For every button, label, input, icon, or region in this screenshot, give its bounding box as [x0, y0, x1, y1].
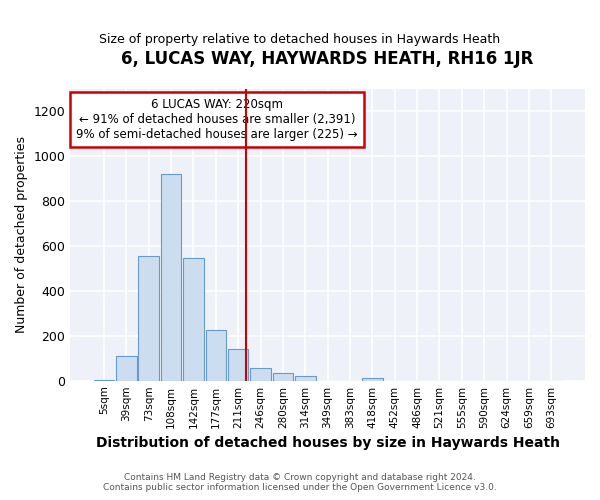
- Text: Contains HM Land Registry data © Crown copyright and database right 2024.
Contai: Contains HM Land Registry data © Crown c…: [103, 473, 497, 492]
- Bar: [295, 376, 316, 380]
- Bar: [161, 174, 181, 380]
- Text: Size of property relative to detached houses in Haywards Heath: Size of property relative to detached ho…: [100, 32, 500, 46]
- Bar: [362, 378, 383, 380]
- Bar: [206, 330, 226, 380]
- Bar: [272, 373, 293, 380]
- Bar: [250, 368, 271, 380]
- Bar: [139, 256, 159, 380]
- Text: 6 LUCAS WAY: 220sqm
← 91% of detached houses are smaller (2,391)
9% of semi-deta: 6 LUCAS WAY: 220sqm ← 91% of detached ho…: [76, 98, 358, 141]
- Title: 6, LUCAS WAY, HAYWARDS HEATH, RH16 1JR: 6, LUCAS WAY, HAYWARDS HEATH, RH16 1JR: [121, 50, 534, 68]
- Bar: [228, 350, 248, 380]
- Bar: [183, 258, 204, 380]
- X-axis label: Distribution of detached houses by size in Haywards Heath: Distribution of detached houses by size …: [95, 436, 560, 450]
- Bar: [116, 356, 137, 380]
- Y-axis label: Number of detached properties: Number of detached properties: [15, 136, 28, 334]
